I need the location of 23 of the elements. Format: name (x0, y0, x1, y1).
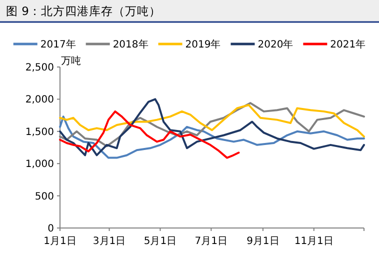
y-tick-label: 1,500 (25, 126, 54, 138)
y-tick-label: 1,000 (25, 159, 54, 170)
y-tick-label: 2,000 (25, 94, 54, 106)
y-tick-label: 2,500 (25, 62, 54, 74)
y-tick-label: 500 (34, 191, 54, 202)
line-series (59, 110, 240, 159)
x-tick-label: 1月1日 (44, 236, 76, 247)
x-tick-label: 9月1日 (246, 236, 280, 247)
x-tick-label: 5月1日 (144, 236, 177, 247)
x-tick-label: 3月1日 (92, 236, 126, 247)
line-series (59, 104, 365, 138)
y-tick-label: 0 (48, 224, 54, 234)
legend-label: 2021年 (330, 38, 366, 50)
line-series (59, 116, 365, 159)
chart-title: 图 9：北方四港库存（万吨） (6, 4, 161, 18)
legend-label: 2020年 (258, 38, 294, 50)
legend-label: 2018年 (112, 38, 148, 50)
y-axis-title: 万吨 (61, 55, 81, 67)
legend-label: 2017年 (40, 38, 76, 50)
x-tick-label: 11月1日 (294, 236, 334, 247)
x-tick-label: 7月1日 (194, 236, 228, 247)
line-series (59, 98, 365, 156)
legend-label: 2019年 (185, 38, 221, 50)
